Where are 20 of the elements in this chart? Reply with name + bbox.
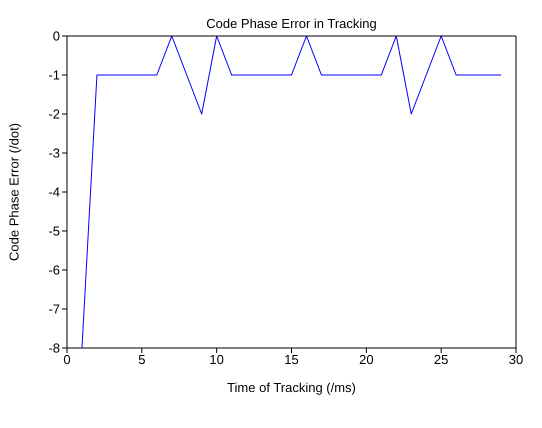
y-tick-label: 0 [52, 28, 60, 44]
x-tick-label: 20 [359, 352, 374, 368]
x-tick-label: 25 [434, 352, 448, 368]
y-tick-label: -1 [48, 68, 60, 83]
chart-title: Code Phase Error in Tracking [205, 16, 378, 31]
y-tick-label: -8 [48, 340, 60, 356]
y-tick-label: -2 [48, 106, 60, 122]
y-tick-label: -3 [48, 146, 60, 161]
x-tick-label: 5 [138, 352, 146, 368]
x-tick-label: 30 [508, 352, 524, 368]
y-tick-label: -5 [48, 224, 60, 239]
x-axis-title: Time of Tracking (/ms) [227, 380, 356, 395]
y-tick-label: -4 [48, 184, 60, 200]
x-tick-label: 15 [284, 352, 299, 368]
y-axis-title: Code Phase Error (/dot) [6, 122, 22, 262]
x-tick-label: 0 [63, 352, 71, 368]
y-tick-label: -6 [48, 262, 60, 278]
x-tick-label: 10 [209, 352, 224, 368]
line-series [81, 36, 502, 348]
y-tick-label: -7 [48, 302, 60, 317]
